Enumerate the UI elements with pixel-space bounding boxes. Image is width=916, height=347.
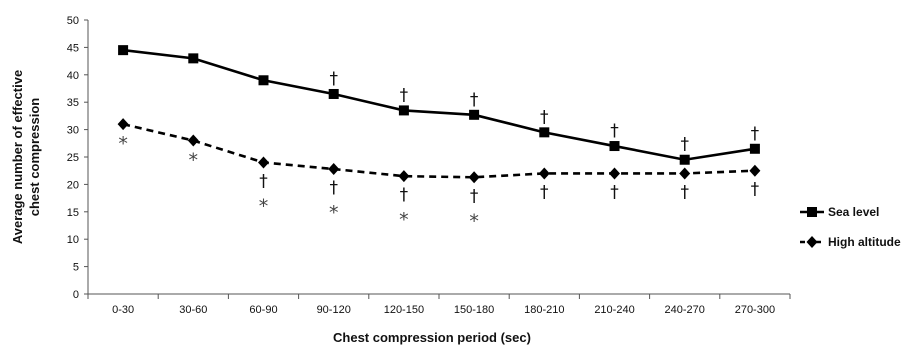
high-altitude-point <box>749 164 761 177</box>
x-axis-title: Chest compression period (sec) <box>333 330 531 345</box>
legend-marker-high-altitude <box>806 236 818 248</box>
high-altitude-dagger: † <box>329 178 338 198</box>
legend-marker-sea-level <box>807 207 817 217</box>
sea-level-point <box>679 154 690 165</box>
y-tick-label: 35 <box>67 97 79 109</box>
x-tick-label: 240-270 <box>665 304 705 316</box>
sea-level-dagger: † <box>540 107 549 127</box>
sea-level-dagger: † <box>610 121 619 141</box>
high-altitude-star: * <box>329 202 339 224</box>
series-lines <box>122 48 756 179</box>
y-tick-label: 15 <box>67 207 79 219</box>
x-tick-label: 270-300 <box>735 304 775 316</box>
sea-level-point <box>398 105 409 116</box>
legend-label-high-altitude: High altitude <box>828 235 901 249</box>
y-tick-label: 20 <box>67 179 79 191</box>
high-altitude-point <box>258 156 269 169</box>
sea-level-point <box>609 141 620 152</box>
high-altitude-star: * <box>469 210 479 232</box>
y-tick-label: 50 <box>67 15 79 27</box>
y-axis-title-line1: Average number of effective <box>10 70 25 244</box>
high-altitude-point <box>398 170 410 183</box>
high-altitude-point <box>117 118 129 131</box>
high-altitude-dagger: † <box>259 171 268 191</box>
high-altitude-point <box>468 171 480 184</box>
high-altitude-point <box>609 167 620 180</box>
sea-level-dagger: † <box>680 135 689 155</box>
y-tick-label: 0 <box>73 289 79 301</box>
high-altitude-dagger: † <box>751 180 760 200</box>
y-axis-title: Average number of effective chest compre… <box>10 70 42 244</box>
high-altitude-point <box>187 134 199 147</box>
sea-level-point <box>118 45 129 56</box>
series-line-high-altitude <box>122 122 755 179</box>
y-tick-label: 30 <box>67 125 79 137</box>
legend: Sea level High altitude <box>800 205 901 249</box>
annotations: † † † † † † † † † † † † † † † * * * * * * <box>118 69 759 232</box>
x-tick-label: 0-30 <box>112 304 134 316</box>
sea-level-point <box>328 88 339 99</box>
sea-level-dagger: † <box>751 124 760 144</box>
high-altitude-point <box>538 167 550 180</box>
sea-level-dagger: † <box>329 69 338 89</box>
sea-level-point <box>469 109 480 120</box>
high-altitude-star: * <box>118 133 128 155</box>
x-tick-label: 210-240 <box>594 304 634 316</box>
x-tick-label: 30-60 <box>179 304 207 316</box>
high-altitude-dagger: † <box>610 182 619 202</box>
high-altitude-star: * <box>259 195 269 217</box>
y-tick-label: 10 <box>67 234 79 246</box>
sea-level-dagger: † <box>400 85 409 105</box>
high-altitude-star: * <box>399 209 409 231</box>
x-tick-label: 60-90 <box>249 304 277 316</box>
y-tick-label: 45 <box>67 42 79 54</box>
y-axis-title-line2: chest compression <box>27 98 42 217</box>
y-ticks: 0 5 10 15 20 25 30 35 40 45 50 <box>67 15 88 301</box>
sea-level-point <box>749 143 760 154</box>
high-altitude-point <box>328 163 340 176</box>
x-tick-label: 90-120 <box>317 304 351 316</box>
high-altitude-dagger: † <box>540 182 549 202</box>
sea-level-point <box>539 127 550 138</box>
x-tick-label: 120-150 <box>384 304 424 316</box>
sea-level-point <box>188 53 199 64</box>
x-tick-label: 180-210 <box>524 304 564 316</box>
high-altitude-star: * <box>189 150 199 172</box>
high-altitude-dagger: † <box>400 185 409 205</box>
y-tick-label: 40 <box>67 70 79 82</box>
high-altitude-dagger: † <box>680 182 689 202</box>
markers <box>117 45 761 184</box>
y-tick-label: 25 <box>67 152 79 164</box>
sea-level-dagger: † <box>470 90 479 110</box>
legend-label-sea-level: Sea level <box>828 205 879 219</box>
y-tick-label: 5 <box>73 262 79 274</box>
x-ticks: 0-30 30-60 60-90 90-120 120-150 150-180 180-21… <box>87 294 791 316</box>
x-tick-label: 150-180 <box>454 304 494 316</box>
series-line-sea-level <box>122 48 756 162</box>
high-altitude-point <box>679 167 691 180</box>
high-altitude-dagger: † <box>470 186 479 206</box>
sea-level-point <box>258 75 269 86</box>
